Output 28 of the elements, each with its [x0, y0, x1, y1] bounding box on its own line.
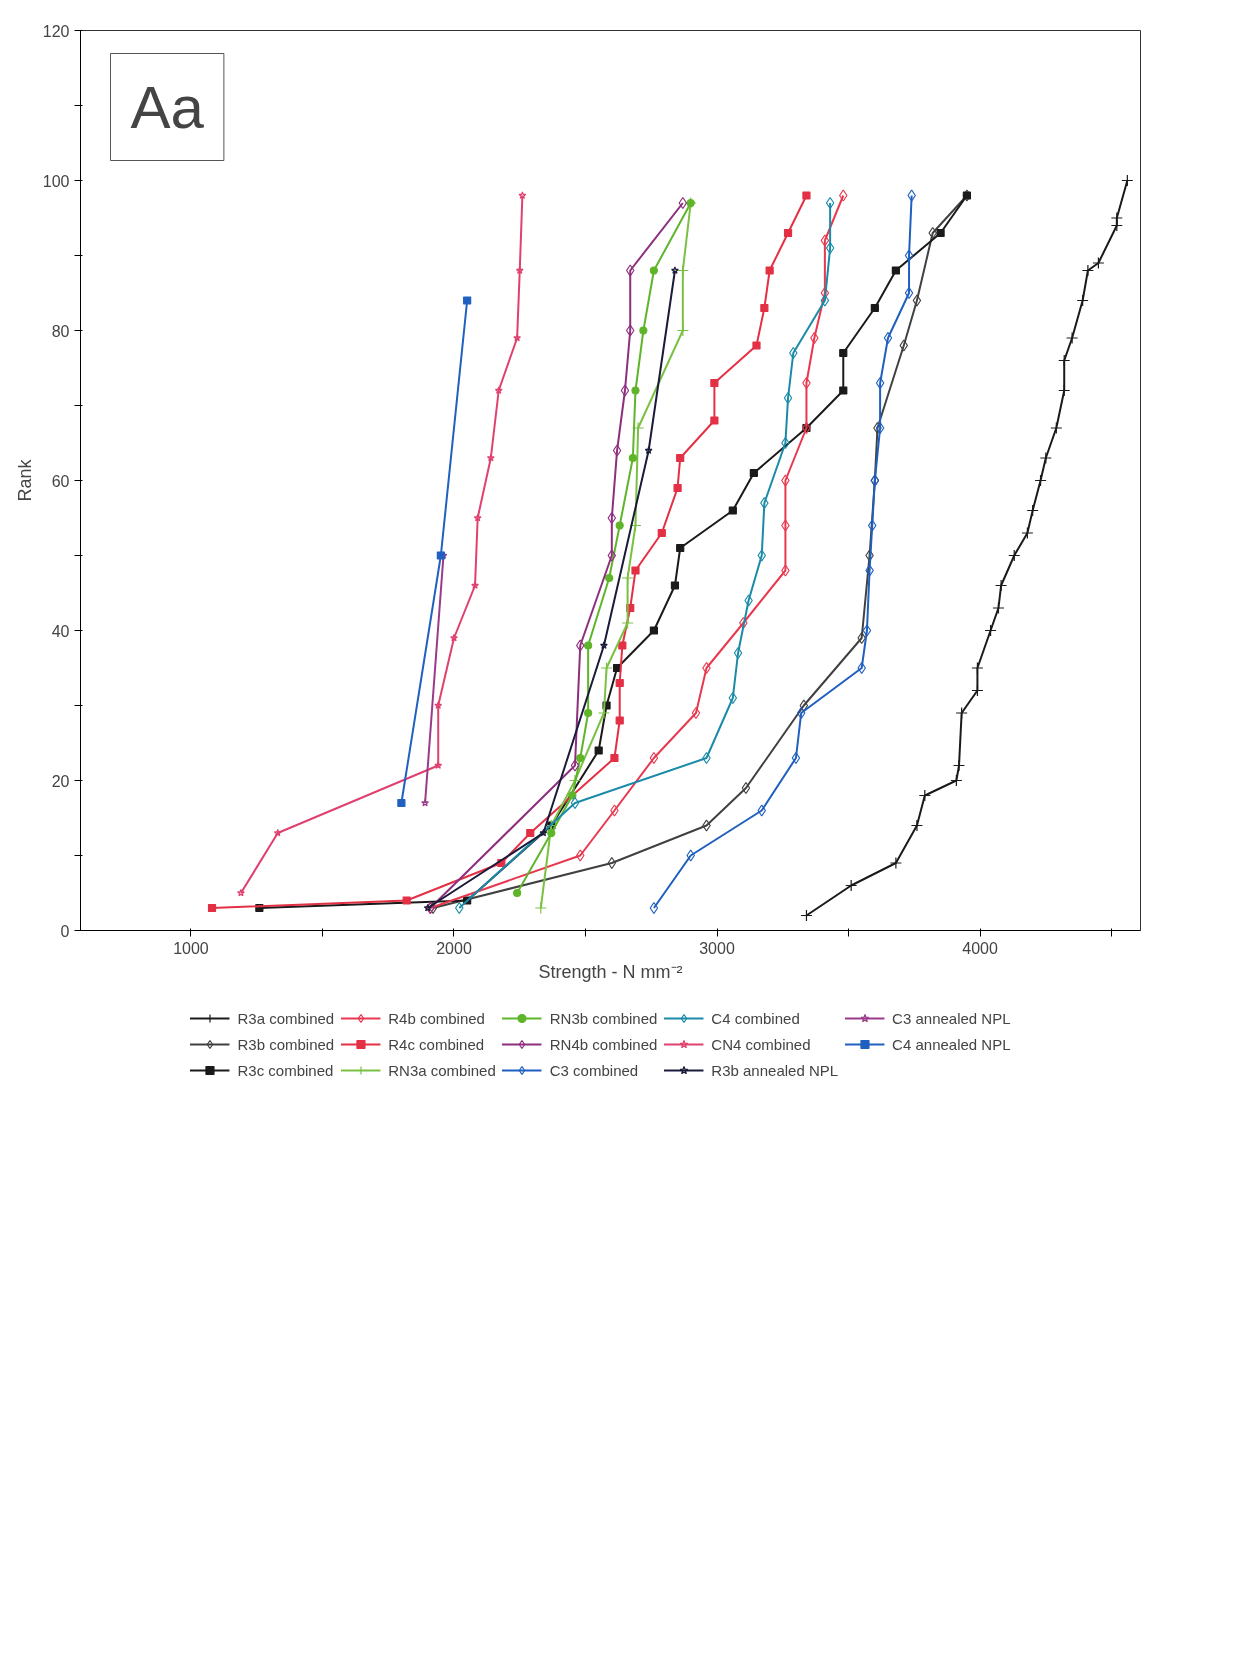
y-tick-label: 60	[51, 472, 70, 490]
annotation: Aa	[130, 73, 205, 141]
y-tick-label: 80	[51, 322, 70, 340]
y-tick-label: 100	[42, 172, 70, 190]
x-tick-label: 3000	[699, 939, 735, 957]
legend-label: R3b annealed NPL	[711, 1061, 839, 1079]
x-tick-label: 1000	[173, 939, 209, 957]
legend-label: CN4 combined	[711, 1035, 811, 1053]
legend-label: RN3a combined	[388, 1061, 496, 1079]
legend-label: R4b combined	[388, 1009, 485, 1027]
legend-label: R3a combined	[237, 1009, 335, 1027]
y-axis-title: Rank	[14, 458, 35, 502]
legend-label: C3 annealed NPL	[892, 1009, 1011, 1027]
legend-label: R3c combined	[237, 1061, 334, 1079]
y-tick-label: 120	[42, 22, 70, 40]
y-tick-label: 0	[60, 922, 70, 940]
y-tick-label: 40	[51, 622, 70, 640]
y-tick-label: 20	[51, 772, 70, 790]
legend-label: C3 combined	[549, 1061, 639, 1079]
x-tick-label: 4000	[962, 939, 998, 957]
legend-label: C4 annealed NPL	[892, 1035, 1011, 1053]
x-axis-title: Strength - N mm⁻²	[538, 961, 683, 982]
legend-label: R4c combined	[388, 1035, 485, 1053]
legend-label: R3b combined	[237, 1035, 335, 1053]
legend-label: RN4b combined	[549, 1035, 658, 1053]
legend-label: C4 combined	[711, 1009, 800, 1027]
legend-label: RN3b combined	[549, 1009, 658, 1027]
x-tick-label: 2000	[436, 939, 472, 957]
